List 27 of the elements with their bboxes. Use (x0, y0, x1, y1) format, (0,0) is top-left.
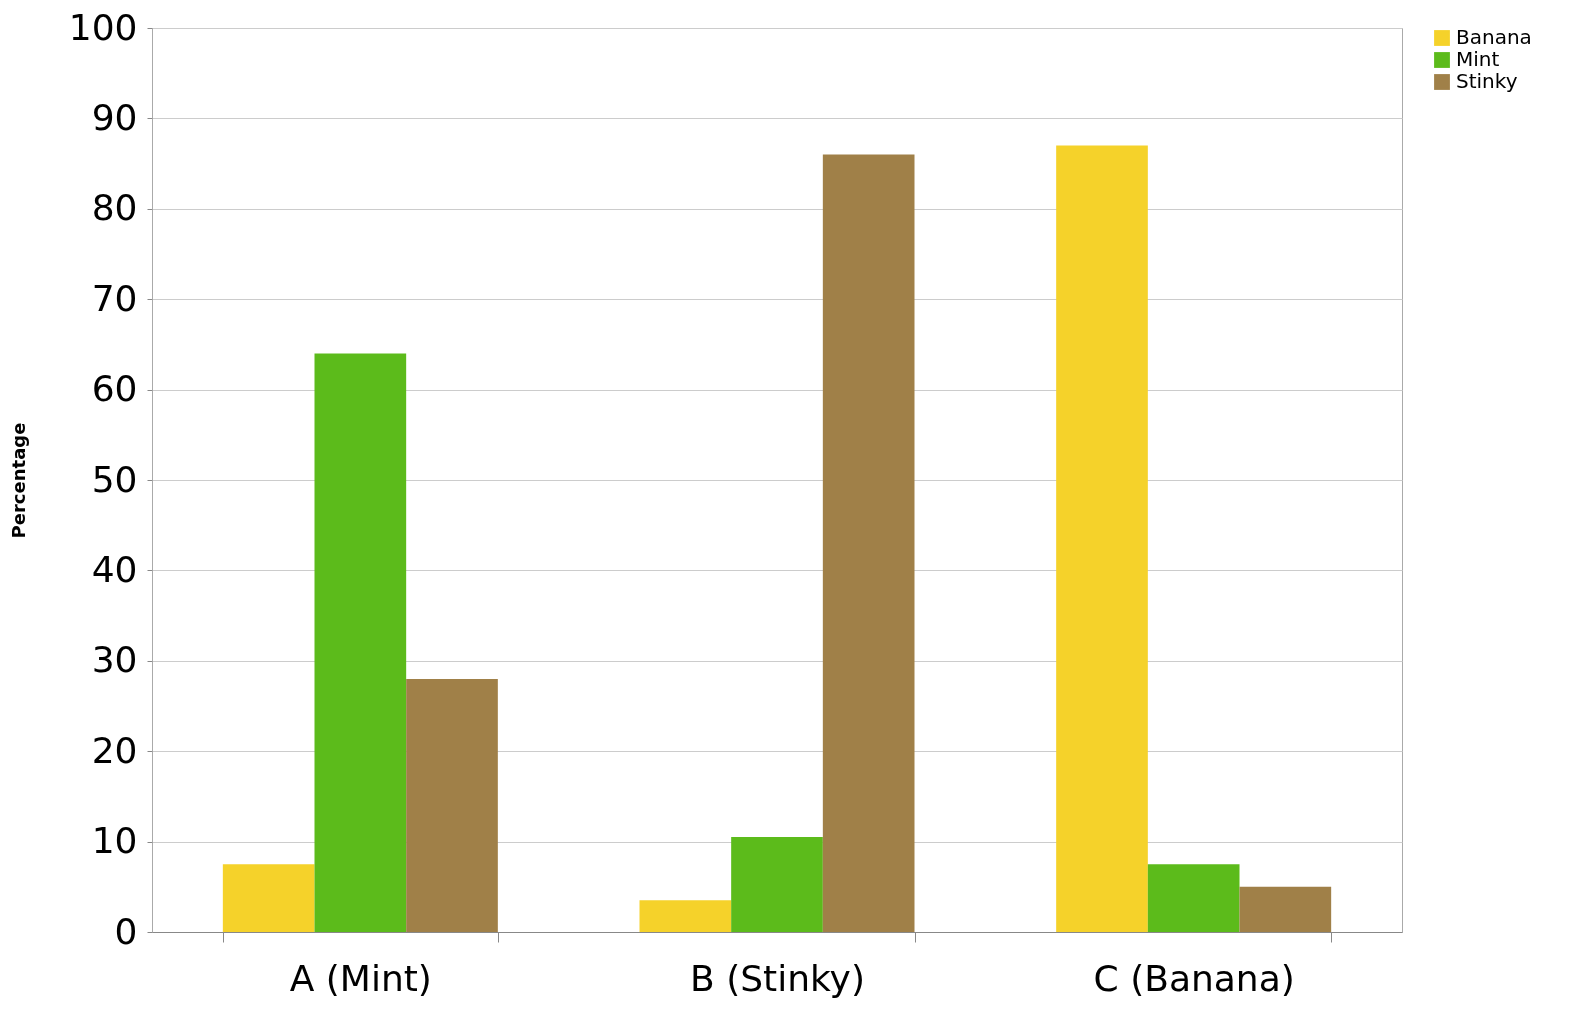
y-tick-label: 70 (91, 277, 138, 319)
bar (314, 353, 407, 932)
y-tick-label: 50 (91, 458, 138, 500)
legend-label: Stinky (1456, 69, 1518, 93)
y-tick-label: 30 (91, 639, 138, 681)
y-tick-label: 80 (91, 187, 138, 229)
x-tick-label: A (Mint) (289, 957, 432, 999)
legend-label: Banana (1456, 25, 1532, 49)
x-tick-label: B (Stinky) (690, 957, 865, 999)
bar (822, 154, 915, 932)
y-tick-label: 60 (91, 368, 138, 410)
bar (222, 864, 315, 932)
bar (731, 837, 823, 932)
bar (406, 678, 498, 932)
y-tick-label: 100 (68, 6, 138, 48)
bar (1056, 145, 1148, 932)
legend-label: Mint (1456, 47, 1500, 71)
y-tick-label: 0 (114, 910, 138, 952)
y-tick-label: 10 (91, 820, 138, 862)
y-tick-label: 90 (91, 96, 138, 138)
bar (1147, 864, 1240, 932)
bar (639, 900, 732, 932)
x-tick-label: C (Banana) (1093, 957, 1295, 999)
y-axis-title: Percentage (7, 422, 29, 539)
bar (1239, 886, 1332, 932)
y-tick-label: 40 (91, 548, 138, 590)
y-tick-label: 20 (91, 729, 138, 771)
